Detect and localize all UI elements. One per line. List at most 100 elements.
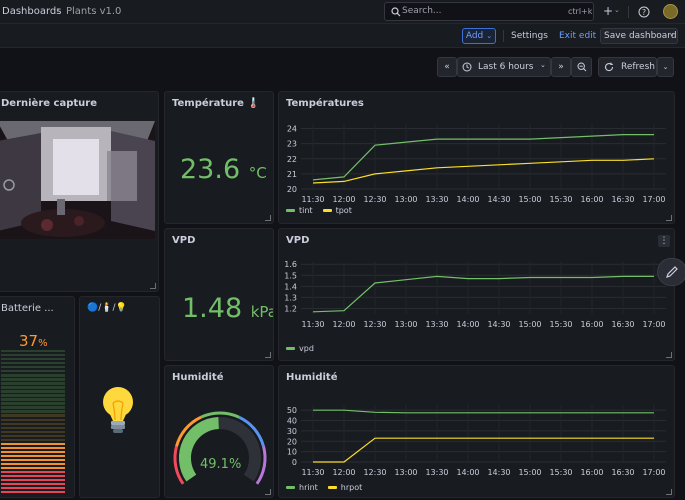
refresh-button[interactable]: Refresh xyxy=(598,57,657,77)
x-tick-label: 16:30 xyxy=(611,320,634,329)
y-tick-label: 23 xyxy=(287,140,297,149)
panel-title: Batterie ... xyxy=(1,303,54,314)
resize-handle[interactable] xyxy=(150,283,156,289)
x-tick-label: 13:00 xyxy=(394,468,417,477)
panel-battery[interactable]: Batterie ... 37% xyxy=(0,296,75,498)
panel-lamp[interactable]: 🔵/🕯️/💡 xyxy=(79,296,160,498)
panel-humidity-gauge[interactable]: Humidité 49.1% xyxy=(164,365,274,498)
resize-handle[interactable] xyxy=(666,489,672,495)
legend-item[interactable]: tint xyxy=(286,206,313,215)
add-button[interactable]: Add ⌄ xyxy=(462,28,496,44)
time-range-picker[interactable]: Last 6 hours ⌄ xyxy=(457,57,551,77)
breadcrumb-current[interactable]: Plants v1.0 xyxy=(66,6,122,17)
settings-button[interactable]: Settings xyxy=(511,31,548,41)
stat-unit: % xyxy=(38,338,48,349)
series-line-tpot[interactable] xyxy=(312,158,655,184)
time-range-label: Last 6 hours xyxy=(478,62,534,72)
series-line-tint[interactable] xyxy=(312,133,654,181)
battery-segment xyxy=(1,462,65,466)
battery-segment xyxy=(1,414,65,417)
battery-segment xyxy=(1,402,65,405)
battery-segment xyxy=(1,418,65,421)
panel-title: VPD xyxy=(172,235,196,246)
exit-edit-button[interactable]: Exit edit xyxy=(559,31,597,41)
x-tick-label: 14:30 xyxy=(487,320,510,329)
refresh-interval-dropdown[interactable]: ⌄ xyxy=(657,57,674,77)
avatar[interactable] xyxy=(663,4,678,19)
panel-vpd-stat[interactable]: VPD 1.48 kPa xyxy=(164,228,274,361)
gauge-threshold-segment xyxy=(255,446,267,485)
temperature-value: 23.6 °C xyxy=(180,154,267,185)
y-tick-label: 1.4 xyxy=(284,282,297,291)
svg-text:?: ? xyxy=(642,8,646,17)
panel-menu-icon[interactable]: ⋮ xyxy=(658,235,670,247)
search-input[interactable]: Search... ctrl+k xyxy=(384,2,594,21)
battery-segment xyxy=(1,394,65,397)
help-icon[interactable]: ? xyxy=(638,6,650,18)
chevron-right-double-icon: » xyxy=(558,62,564,72)
x-tick-label: 14:30 xyxy=(487,468,510,477)
panel-capture[interactable]: Dernière capture xyxy=(0,91,159,292)
y-tick-label: 1.5 xyxy=(284,271,297,280)
resize-handle[interactable] xyxy=(666,215,672,221)
panel-title: Température 🌡️ xyxy=(172,98,260,109)
x-tick-label: 15:30 xyxy=(549,468,572,477)
series-line-hrpot[interactable] xyxy=(313,437,654,463)
legend-item[interactable]: tpot xyxy=(322,206,352,215)
y-tick-label: 50 xyxy=(287,406,297,415)
battery-segment xyxy=(1,446,65,450)
add-button-label: Add xyxy=(465,31,484,41)
y-tick-label: 0 xyxy=(292,458,297,467)
x-tick-label: 12:00 xyxy=(332,468,355,477)
x-tick-label: 15:00 xyxy=(518,320,541,329)
breadcrumb-dashboards[interactable]: Dashboards xyxy=(2,6,62,17)
clock-icon xyxy=(462,62,472,72)
series-line-vpd[interactable] xyxy=(312,275,654,313)
x-tick-label: 15:30 xyxy=(549,320,572,329)
x-tick-label: 11:30 xyxy=(301,320,324,329)
time-shift-forward-button[interactable]: » xyxy=(551,57,571,77)
x-tick-label: 13:30 xyxy=(425,195,448,204)
zoom-out-button[interactable] xyxy=(571,57,592,77)
gauge-threshold-segment xyxy=(200,411,240,419)
battery-segment xyxy=(1,474,65,478)
battery-segment xyxy=(1,430,65,433)
legend-item[interactable]: hrint xyxy=(286,483,318,492)
time-shift-back-button[interactable]: « xyxy=(437,57,457,77)
gauge-threshold-segment xyxy=(238,415,265,447)
chevron-down-icon[interactable]: ⌄ xyxy=(614,6,620,14)
legend-item[interactable]: hrpot xyxy=(327,483,362,492)
panel-vpd-chart[interactable]: VPD ⋮ 1.2 1.3 1.4 1.5 1.6 11:30 12:00 12:30 13:0… xyxy=(278,228,675,361)
resize-handle[interactable] xyxy=(265,215,271,221)
search-shortcut: ctrl+k xyxy=(568,7,593,16)
legend-item[interactable]: vpd xyxy=(286,344,314,353)
series-line-hrint[interactable] xyxy=(313,409,654,414)
edit-panel-button[interactable] xyxy=(657,258,685,286)
resize-handle[interactable] xyxy=(265,352,271,358)
legend-label: tint xyxy=(299,206,313,215)
y-tick-label: 1.2 xyxy=(284,304,297,313)
temperatures-line-chart[interactable]: 20 21 22 23 24 11:30 12:00 12:30 13:00 13:30 14:00… xyxy=(279,92,675,224)
y-tick-label: 30 xyxy=(287,427,297,436)
resize-handle[interactable] xyxy=(666,352,672,358)
panel-temperatures-chart[interactable]: Températures 20 21 22 23 24 11:30 12:00 12:30 13… xyxy=(278,91,675,224)
save-dashboard-button[interactable]: Save dashboard ⌄ xyxy=(600,28,678,44)
save-dashboard-label: Save dashboard xyxy=(604,31,677,41)
panel-temperature[interactable]: Température 🌡️ 23.6 °C xyxy=(164,91,274,224)
y-tick-label: 21 xyxy=(287,170,297,179)
battery-bar-gauge xyxy=(1,350,69,495)
battery-segment xyxy=(1,438,65,441)
panel-humidity-chart[interactable]: Humidité 0 10 20 30 40 50 11:30 12:00 12:30 13:00… xyxy=(278,365,675,498)
divider xyxy=(628,6,629,18)
legend-label: vpd xyxy=(299,344,314,353)
resize-handle[interactable] xyxy=(265,489,271,495)
x-tick-label: 17:00 xyxy=(642,320,665,329)
x-tick-label: 16:00 xyxy=(580,195,603,204)
add-menu-icon[interactable]: + xyxy=(603,4,614,18)
panel-title: Humidité xyxy=(172,372,224,383)
battery-segment xyxy=(1,350,65,353)
battery-segment xyxy=(1,426,65,429)
vpd-line-chart[interactable]: 1.2 1.3 1.4 1.5 1.6 11:30 12:00 12:30 13:00 13:30… xyxy=(279,229,675,361)
vpd-value: 1.48 kPa xyxy=(182,293,273,324)
